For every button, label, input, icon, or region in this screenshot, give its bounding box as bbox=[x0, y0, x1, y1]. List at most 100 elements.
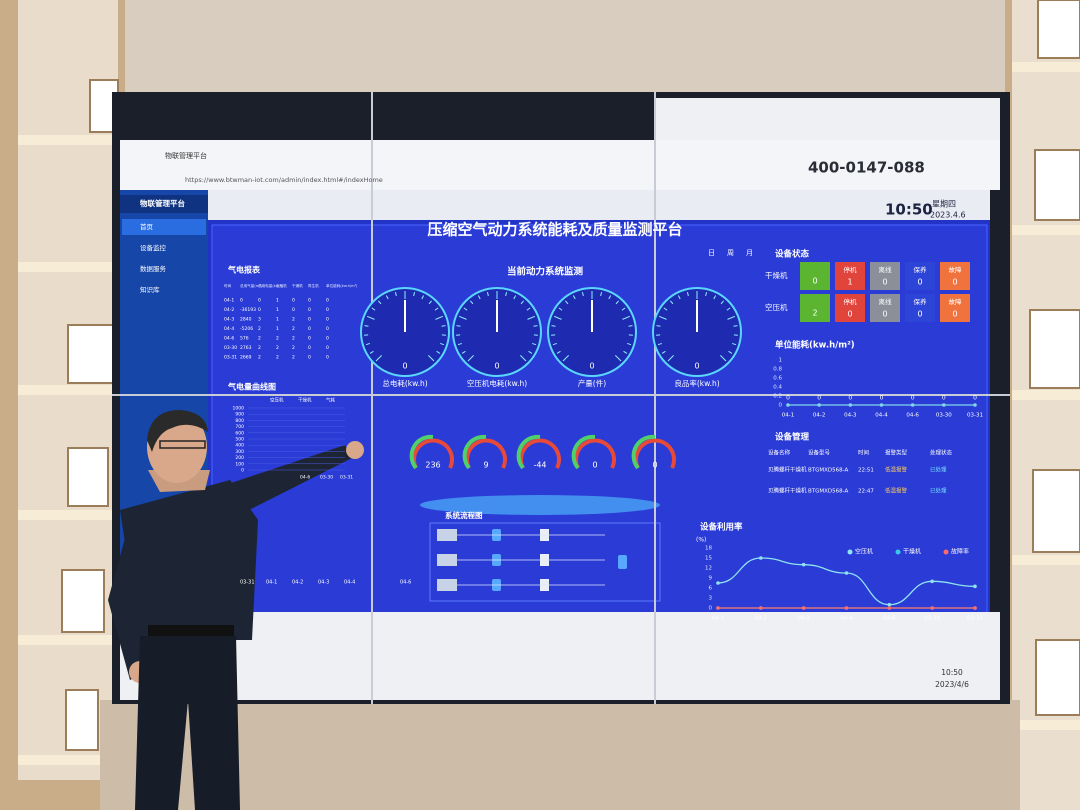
data-point bbox=[973, 403, 977, 407]
menu-item: 知识库 bbox=[140, 285, 160, 294]
tile-label: 离线 bbox=[879, 265, 893, 274]
menu-active bbox=[122, 219, 206, 235]
table-cell: 0 bbox=[308, 336, 311, 342]
y-tick-label: 500 bbox=[235, 437, 244, 443]
data-point bbox=[759, 606, 763, 610]
gauge-tick bbox=[526, 307, 531, 311]
gauge-tick bbox=[600, 292, 603, 297]
x-tick-label: 03-31 bbox=[967, 413, 983, 419]
y-tick-label: 0 bbox=[241, 468, 244, 474]
gauge-tick bbox=[733, 325, 738, 327]
gauge-tick bbox=[658, 315, 667, 320]
gauge-tick bbox=[371, 307, 376, 311]
gauge-tick bbox=[656, 325, 661, 327]
gauge-tick bbox=[505, 292, 508, 297]
table-header: 设备名称 bbox=[768, 449, 791, 457]
gauge-tick bbox=[615, 300, 620, 305]
data-label: 0 bbox=[911, 395, 915, 402]
y-tick-label: 18 bbox=[705, 546, 712, 552]
table-header: 处理状态 bbox=[930, 449, 953, 457]
y-tick-label: 900 bbox=[235, 412, 244, 418]
tile-label: 保养 bbox=[914, 297, 928, 306]
x-tick-label: 04-2 bbox=[292, 580, 303, 586]
table-cell: 已处理 bbox=[930, 466, 947, 474]
gauge-tick bbox=[365, 342, 370, 346]
row-label: 空压机 bbox=[765, 302, 788, 312]
status-tile bbox=[905, 262, 935, 290]
y-tick-label: 1000 bbox=[233, 406, 245, 412]
table-cell: 0 bbox=[292, 307, 295, 313]
y-tick-label: 0 bbox=[709, 606, 713, 612]
y-tick-label: 0 bbox=[779, 403, 783, 409]
table-cell: 2 bbox=[292, 317, 295, 323]
period-tab[interactable]: 月 bbox=[746, 249, 753, 257]
y-tick-label: 0.4 bbox=[773, 385, 782, 391]
gauge-tick bbox=[564, 300, 569, 305]
small-gauge-arc bbox=[571, 434, 596, 470]
data-point bbox=[848, 403, 853, 407]
gauge-tick bbox=[375, 354, 383, 362]
gauge-tick bbox=[456, 325, 461, 327]
status-tile bbox=[800, 262, 830, 290]
gauge-tick bbox=[667, 354, 675, 362]
x-tick-label: 04-3 bbox=[844, 413, 857, 419]
legend-entry: 干燥机 bbox=[298, 397, 312, 404]
tile-value: 0 bbox=[917, 310, 922, 319]
data-point bbox=[910, 403, 915, 407]
y-tick-label: 200 bbox=[235, 455, 244, 461]
table-header: 干燥机 bbox=[292, 283, 303, 288]
floor-wall bbox=[100, 700, 1020, 810]
data-point bbox=[817, 403, 821, 407]
table-cell: 2 bbox=[276, 355, 279, 361]
data-point bbox=[801, 606, 806, 610]
gauge-value: 0 bbox=[402, 362, 407, 371]
table-cell: 1 bbox=[276, 326, 279, 332]
table-cell: 03-30 bbox=[224, 345, 237, 351]
y-tick-label: 400 bbox=[235, 443, 244, 449]
data-point bbox=[973, 606, 977, 610]
gauge-tick bbox=[528, 350, 533, 354]
gauge-label: 良品率(kw.h) bbox=[674, 378, 719, 388]
gauge-tick bbox=[520, 300, 525, 305]
table-cell: 04-3 bbox=[224, 317, 234, 323]
x-tick-label: 03-31 bbox=[340, 475, 353, 481]
data-label: 0 bbox=[848, 395, 852, 402]
table-header: 时间 bbox=[858, 449, 869, 457]
y-tick-label: 3 bbox=[709, 596, 713, 602]
table-cell: 0 bbox=[258, 307, 261, 313]
table-cell: 0 bbox=[308, 326, 311, 332]
table-cell: 贝腾螺杆干燥机 bbox=[768, 487, 807, 495]
data-label: 0 bbox=[942, 395, 946, 402]
period-tab[interactable]: 日 bbox=[708, 249, 715, 257]
gauge-tick bbox=[614, 354, 622, 362]
sidebar-header bbox=[120, 195, 208, 213]
small-gauge-arc bbox=[574, 438, 616, 469]
period-tab[interactable]: 周 bbox=[727, 249, 734, 257]
gauge-tick bbox=[457, 342, 462, 346]
legend-marker bbox=[847, 549, 853, 555]
table-cell: 04-2 bbox=[224, 307, 234, 313]
dashboard-topbar bbox=[208, 190, 990, 220]
gauge-tick bbox=[663, 307, 668, 311]
gauge-label: 产量(件) bbox=[578, 378, 606, 388]
table-header: 单位能耗(kw.h/m³) bbox=[326, 283, 358, 288]
gauge-tick bbox=[458, 315, 467, 320]
data-point bbox=[759, 556, 763, 560]
gauge-tick bbox=[421, 295, 425, 300]
clock: 10:50 bbox=[885, 201, 933, 219]
title: 压缩空气动力系统能耗及质量监测平台 bbox=[427, 221, 682, 239]
gauge-tick bbox=[661, 350, 666, 354]
data-point bbox=[786, 403, 790, 407]
table-cell: 0 bbox=[326, 355, 329, 361]
gauge-tick bbox=[394, 292, 397, 297]
table-cell: -5206 bbox=[240, 326, 253, 332]
legend-entry: 干燥机 bbox=[903, 548, 921, 556]
gauge-tick bbox=[719, 354, 727, 362]
gauge-value: 0 bbox=[589, 362, 594, 371]
panel-title: 气电报表 bbox=[227, 265, 261, 275]
table-cell: 04-4 bbox=[224, 326, 234, 332]
data-label: 0 bbox=[817, 395, 821, 402]
gauge-tick bbox=[627, 342, 632, 346]
tile-label: 故障 bbox=[949, 265, 963, 274]
